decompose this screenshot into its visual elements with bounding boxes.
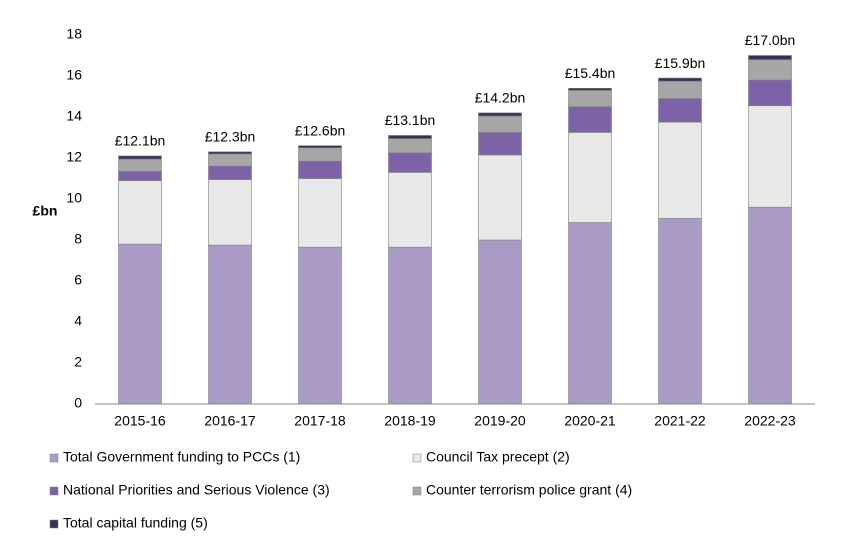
bar-segment xyxy=(298,160,342,179)
bar-segment xyxy=(748,59,792,81)
bar-segment xyxy=(658,218,702,405)
legend-label: Total Government funding to PCCs (1) xyxy=(63,449,300,465)
x-tick-label: 2022-23 xyxy=(744,413,796,429)
bar-segment xyxy=(208,151,252,155)
y-tick-label: 18 xyxy=(66,26,82,42)
total-label: £17.0bn xyxy=(745,32,796,48)
bar-segment xyxy=(388,135,432,139)
bar-segment xyxy=(748,55,792,60)
bar-segment xyxy=(118,155,162,160)
bar-segment xyxy=(568,132,612,223)
y-axis-label: £bn xyxy=(33,203,58,219)
bar-segment xyxy=(388,246,432,405)
legend-swatch xyxy=(412,453,422,463)
y-tick-label: 2 xyxy=(74,354,82,370)
bar-segment xyxy=(478,112,522,117)
bar-segment xyxy=(658,121,702,219)
bar-segment xyxy=(658,98,702,123)
y-tick-label: 8 xyxy=(74,231,82,247)
bar-segment xyxy=(658,77,702,82)
x-tick-label: 2017-18 xyxy=(294,413,346,429)
legend-swatch xyxy=(412,486,422,496)
bar-segment xyxy=(298,145,342,149)
bar-segment xyxy=(208,179,252,246)
bar-segment xyxy=(298,178,342,248)
bar-segment xyxy=(478,239,522,405)
bar-segment xyxy=(568,90,612,108)
bar-segment xyxy=(388,138,432,154)
bar-segment xyxy=(118,180,162,245)
bar-segment xyxy=(118,158,162,172)
y-tick-label: 10 xyxy=(66,190,82,206)
total-label: £14.2bn xyxy=(475,90,526,106)
total-label: £15.4bn xyxy=(565,65,616,81)
bar-segment xyxy=(118,243,162,405)
y-tick-label: 14 xyxy=(66,108,82,124)
legend-swatch xyxy=(49,486,59,496)
bar-segment xyxy=(748,105,792,208)
legend-swatch xyxy=(49,519,59,529)
legend-label: Counter terrorism police grant (4) xyxy=(426,482,632,498)
y-tick-label: 6 xyxy=(74,272,82,288)
bar-segment xyxy=(118,171,162,181)
legend-label: National Priorities and Serious Violence… xyxy=(63,482,330,498)
legend-swatch xyxy=(49,453,59,463)
bar-segment xyxy=(748,79,792,107)
x-tick-label: 2015-16 xyxy=(114,413,166,429)
bar-segment xyxy=(658,80,702,99)
y-tick-label: 4 xyxy=(74,313,82,329)
x-tick-label: 2018-19 xyxy=(384,413,436,429)
total-label: £13.1bn xyxy=(385,112,436,128)
y-tick-label: 12 xyxy=(66,149,82,165)
x-tick-label: 2020-21 xyxy=(564,413,616,429)
bar-segment xyxy=(478,132,522,156)
x-tick-label: 2019-20 xyxy=(474,413,526,429)
total-label: £12.6bn xyxy=(295,122,346,138)
bar-segment xyxy=(208,244,252,405)
x-tick-label: 2016-17 xyxy=(204,413,256,429)
bar-segment xyxy=(208,165,252,180)
bar-segment xyxy=(568,88,612,91)
x-tick-label: 2021-22 xyxy=(654,413,706,429)
bar-segment xyxy=(568,222,612,405)
total-label: £15.9bn xyxy=(655,55,706,71)
legend-label: Total capital funding (5) xyxy=(63,515,208,531)
bar-segment xyxy=(388,172,432,248)
bar-segment xyxy=(478,115,522,133)
bar-segment xyxy=(298,246,342,405)
y-tick-label: 16 xyxy=(66,67,82,83)
bar-segment xyxy=(568,106,612,133)
legend-label: Council Tax precept (2) xyxy=(426,449,570,465)
total-label: £12.1bn xyxy=(115,133,166,149)
bar-segment xyxy=(478,154,522,241)
bar-segment xyxy=(208,153,252,167)
bar-segment xyxy=(388,152,432,173)
bar-segment xyxy=(298,147,342,162)
y-tick-label: 0 xyxy=(74,395,82,411)
bar-segment xyxy=(748,206,792,405)
total-label: £12.3bn xyxy=(205,129,256,145)
